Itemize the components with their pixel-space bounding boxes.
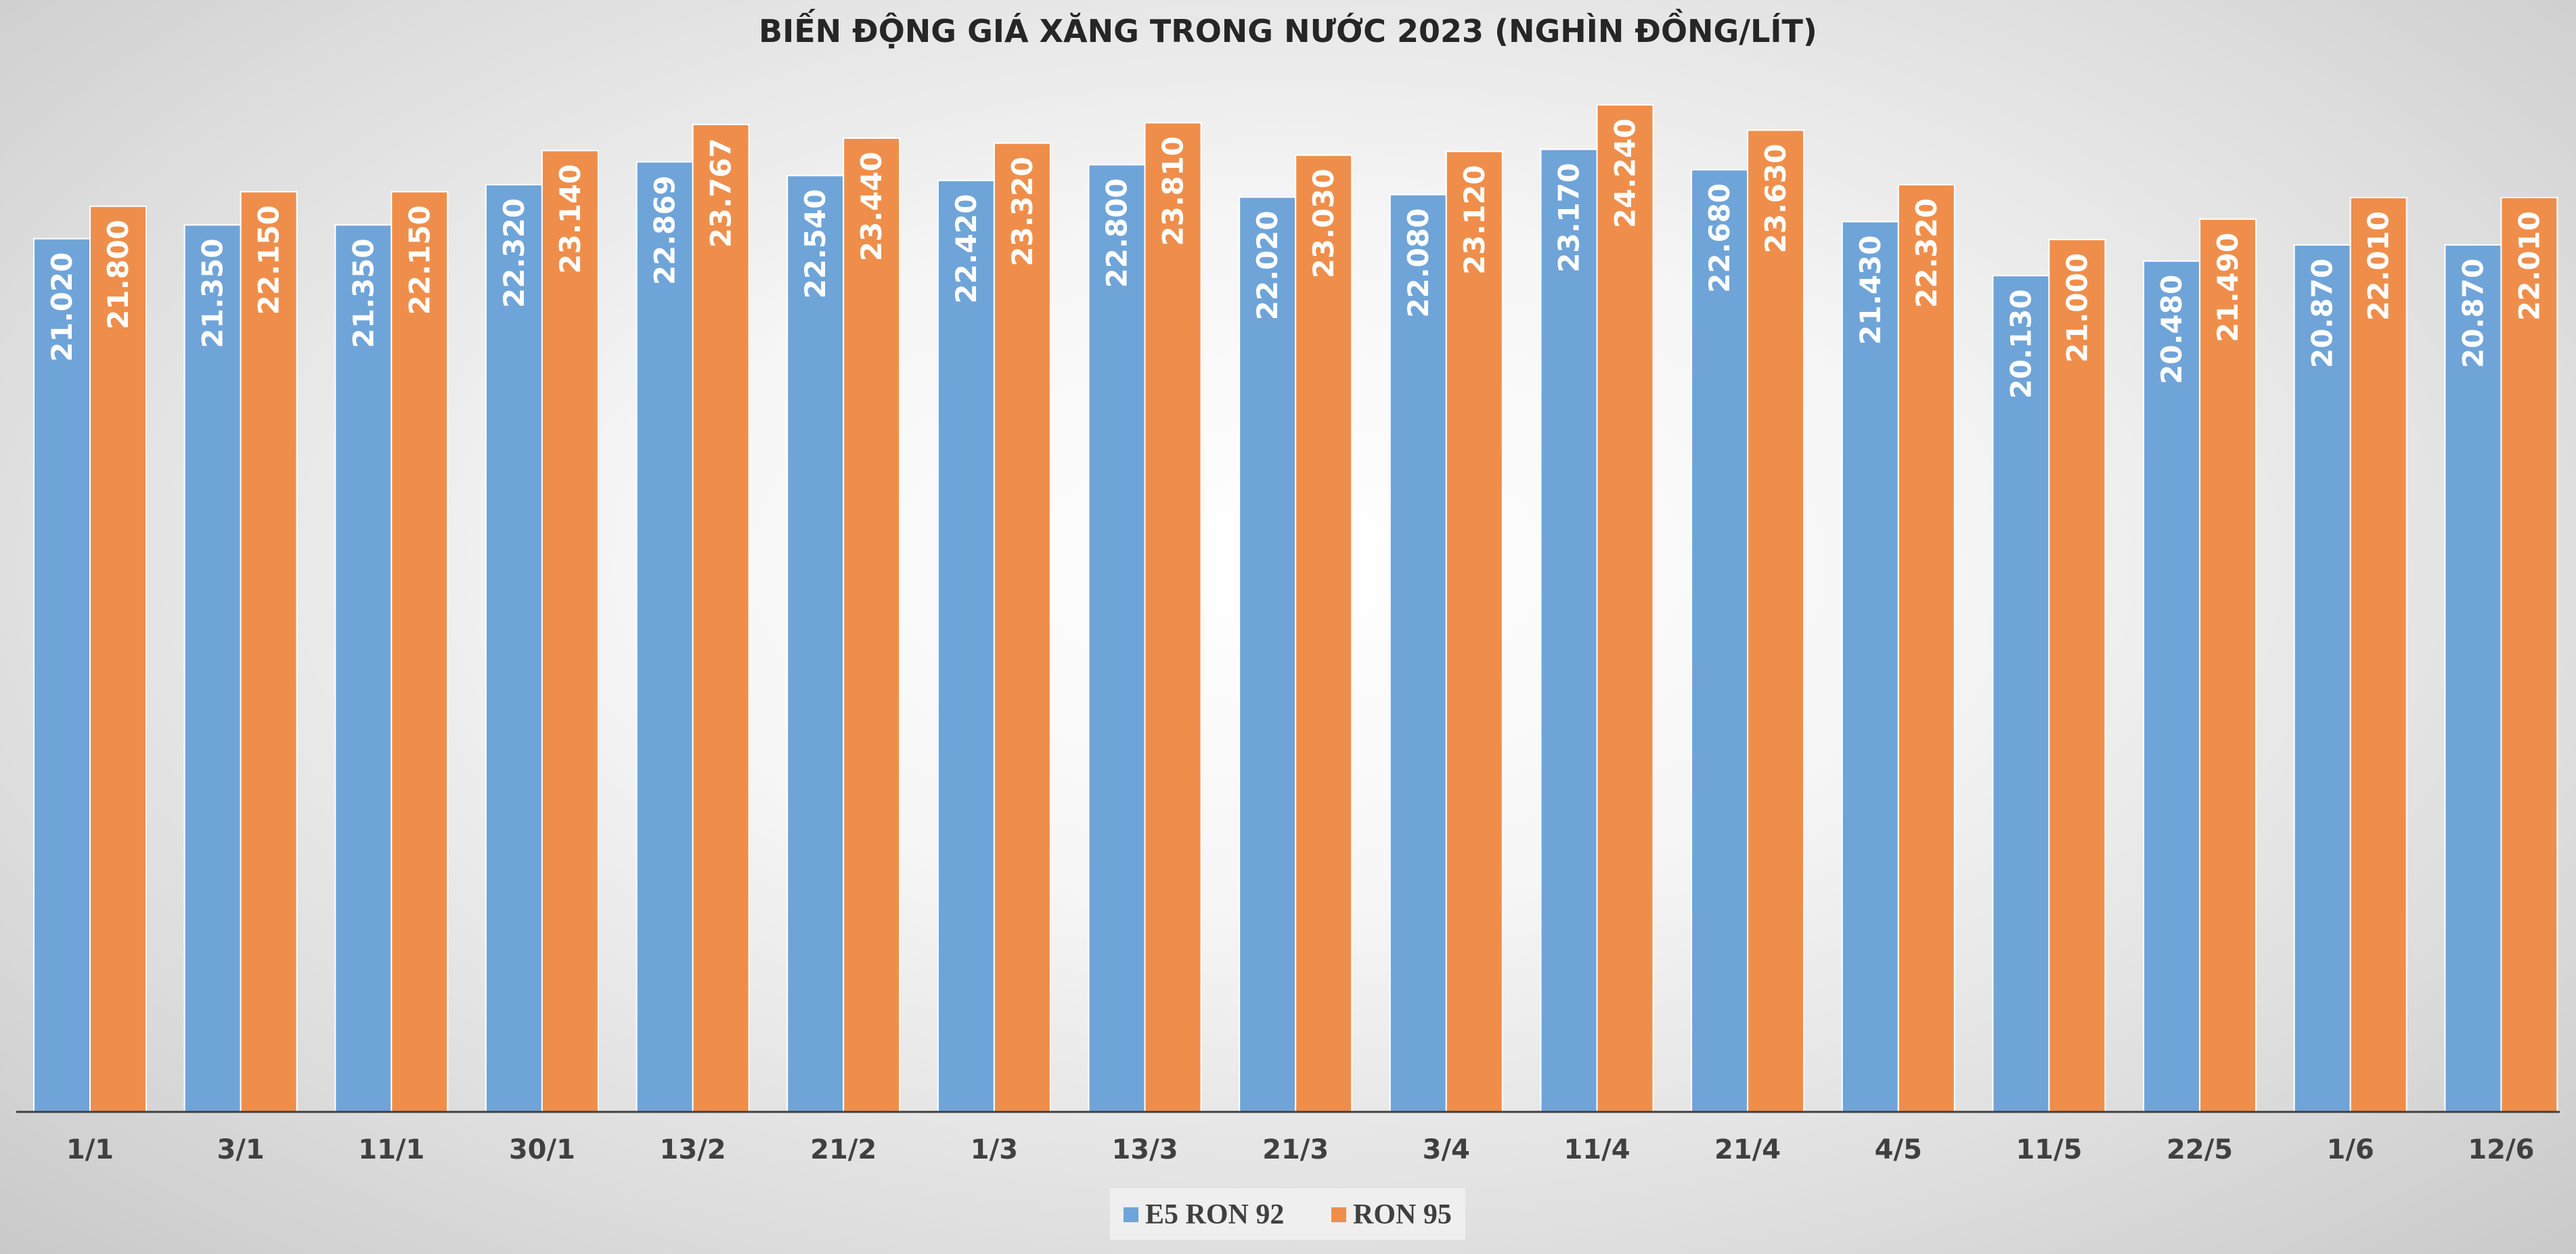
legend: E5 RON 92 RON 95 xyxy=(1110,1188,1465,1240)
data-label-e5-ron-92-15: 20.870 xyxy=(2306,259,2339,368)
data-label-ron-95-14: 21.490 xyxy=(2211,233,2244,342)
data-label-ron-95-1: 22.150 xyxy=(252,205,286,315)
data-label-ron-95-15: 22.010 xyxy=(2362,211,2395,321)
data-label-e5-ron-92-4: 22.869 xyxy=(648,175,682,285)
data-label-ron-95-2: 22.150 xyxy=(403,205,436,315)
data-label-ron-95-5: 23.440 xyxy=(855,152,888,261)
bar-e5-ron-92-14 xyxy=(2143,260,2201,1113)
data-label-e5-ron-92-12: 21.430 xyxy=(1854,236,1887,345)
bar-ron-95-15 xyxy=(2349,196,2407,1113)
bar-e5-ron-92-6 xyxy=(937,179,995,1113)
data-label-ron-95-12: 22.320 xyxy=(1910,198,1943,308)
data-label-e5-ron-92-5: 22.540 xyxy=(799,189,832,298)
bar-e5-ron-92-8 xyxy=(1239,196,1297,1113)
x-tick-label-0: 1/1 xyxy=(66,1134,114,1165)
bar-ron-95-12 xyxy=(1897,183,1955,1113)
data-label-ron-95-0: 21.800 xyxy=(102,220,135,330)
data-label-ron-95-6: 23.320 xyxy=(1006,157,1039,267)
bar-ron-95-13 xyxy=(2048,238,2106,1113)
bar-e5-ron-92-16 xyxy=(2444,244,2502,1113)
x-tick-labels: 1/1 3/1 11/1 30/1 13/2 21/2 1/3 13/3 21/3 3/4 11/4… xyxy=(66,1134,2535,1165)
x-tick-label-3: 30/1 xyxy=(509,1134,575,1165)
bar-ron-95-3 xyxy=(541,150,599,1113)
data-label-e5-ron-92-3: 22.320 xyxy=(497,198,531,308)
data-label-ron-95-9: 23.120 xyxy=(1458,165,1491,275)
x-tick-label-5: 21/2 xyxy=(810,1134,876,1165)
bar-e5-ron-92-12 xyxy=(1841,221,1899,1113)
x-tick-label-4: 13/2 xyxy=(660,1134,726,1165)
bar-e5-ron-92-5 xyxy=(786,175,845,1113)
data-label-ron-95-7: 23.810 xyxy=(1157,136,1190,246)
chart-title: BIẾN ĐỘNG GIÁ XĂNG TRONG NƯỚC 2023 (NGHÌ… xyxy=(759,9,1817,49)
data-label-e5-ron-92-1: 21.350 xyxy=(196,238,229,348)
bars-group: 21.020 21.800 21.350 22.150 21.350 22.150 22.3… xyxy=(33,104,2558,1113)
bar-ron-95-9 xyxy=(1445,150,1503,1113)
data-label-e5-ron-92-0: 21.020 xyxy=(45,252,79,362)
x-tick-label-10: 11/4 xyxy=(1563,1134,1630,1165)
bar-ron-95-16 xyxy=(2500,196,2558,1113)
bar-ron-95-6 xyxy=(993,142,1051,1113)
x-tick-label-9: 3/4 xyxy=(1423,1134,1470,1165)
x-tick-label-8: 21/3 xyxy=(1262,1134,1329,1165)
bar-e5-ron-92-10 xyxy=(1540,148,1598,1113)
bar-ron-95-5 xyxy=(843,137,901,1113)
bar-ron-95-4 xyxy=(692,124,750,1113)
bar-ron-95-10 xyxy=(1596,104,1654,1113)
x-tick-label-7: 13/3 xyxy=(1111,1134,1178,1165)
bar-ron-95-2 xyxy=(391,191,449,1113)
data-label-e5-ron-92-10: 23.170 xyxy=(1553,163,1586,273)
legend-swatch-ron-95 xyxy=(1331,1207,1346,1222)
bar-e5-ron-92-9 xyxy=(1389,194,1447,1113)
bar-e5-ron-92-2 xyxy=(334,224,393,1113)
bar-e5-ron-92-15 xyxy=(2293,244,2351,1113)
x-tick-label-6: 1/3 xyxy=(971,1134,1018,1165)
legend-label-e5-ron-92: E5 RON 92 xyxy=(1145,1199,1284,1230)
data-label-e5-ron-92-14: 20.480 xyxy=(2155,275,2188,384)
bar-e5-ron-92-4 xyxy=(636,161,694,1113)
data-label-ron-95-16: 22.010 xyxy=(2512,211,2546,321)
x-tick-label-1: 3/1 xyxy=(217,1134,264,1165)
data-label-e5-ron-92-16: 20.870 xyxy=(2456,259,2489,368)
legend-box xyxy=(1110,1188,1465,1240)
bar-e5-ron-92-1 xyxy=(183,224,242,1113)
data-label-ron-95-11: 23.630 xyxy=(1759,143,1792,253)
bar-e5-ron-92-3 xyxy=(485,183,543,1113)
bar-e5-ron-92-13 xyxy=(1992,275,2050,1113)
data-label-e5-ron-92-11: 22.680 xyxy=(1703,183,1736,293)
x-tick-label-2: 11/1 xyxy=(358,1134,424,1165)
bar-ron-95-11 xyxy=(1747,129,1805,1113)
bar-ron-95-0 xyxy=(89,205,147,1113)
data-label-e5-ron-92-8: 22.020 xyxy=(1251,210,1284,320)
bar-e5-ron-92-0 xyxy=(33,238,91,1113)
x-tick-label-16: 12/6 xyxy=(2468,1134,2534,1165)
x-tick-label-11: 21/4 xyxy=(1714,1134,1781,1165)
bar-ron-95-7 xyxy=(1144,122,1202,1113)
data-label-e5-ron-92-6: 22.420 xyxy=(950,194,983,304)
x-tick-label-12: 4/5 xyxy=(1875,1134,1922,1165)
bar-ron-95-14 xyxy=(2199,218,2257,1113)
x-tick-label-13: 11/5 xyxy=(2016,1134,2082,1165)
data-label-e5-ron-92-9: 22.080 xyxy=(1402,208,1435,318)
data-label-ron-95-3: 23.140 xyxy=(554,164,587,274)
data-label-ron-95-4: 23.767 xyxy=(705,138,738,248)
x-tick-label-14: 22/5 xyxy=(2167,1134,2233,1165)
bar-e5-ron-92-7 xyxy=(1088,164,1146,1113)
legend-swatch-e5-ron-92 xyxy=(1124,1207,1138,1222)
data-label-e5-ron-92-7: 22.800 xyxy=(1101,178,1134,288)
data-label-ron-95-13: 21.000 xyxy=(2060,253,2093,363)
data-label-ron-95-8: 23.030 xyxy=(1307,169,1340,278)
x-tick-label-15: 1/6 xyxy=(2327,1134,2374,1165)
bar-ron-95-1 xyxy=(240,191,298,1113)
bar-e5-ron-92-11 xyxy=(1691,169,1749,1113)
data-label-e5-ron-92-13: 20.130 xyxy=(2004,289,2037,399)
data-label-ron-95-10: 24.240 xyxy=(1609,118,1642,228)
data-label-e5-ron-92-2: 21.350 xyxy=(347,238,380,348)
bar-ron-95-8 xyxy=(1295,154,1353,1113)
legend-label-ron-95: RON 95 xyxy=(1353,1199,1452,1230)
